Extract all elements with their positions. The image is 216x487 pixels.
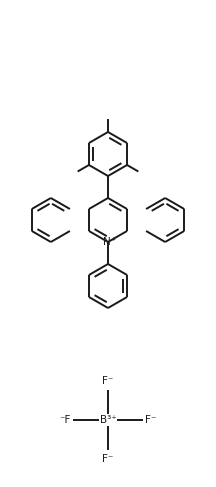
Text: B³⁺: B³⁺ xyxy=(100,415,116,425)
Text: F⁻: F⁻ xyxy=(102,454,114,464)
Text: ⁻F: ⁻F xyxy=(60,415,71,425)
Text: F⁻: F⁻ xyxy=(145,415,156,425)
Text: N⁺: N⁺ xyxy=(103,237,117,247)
Text: F⁻: F⁻ xyxy=(102,376,114,386)
